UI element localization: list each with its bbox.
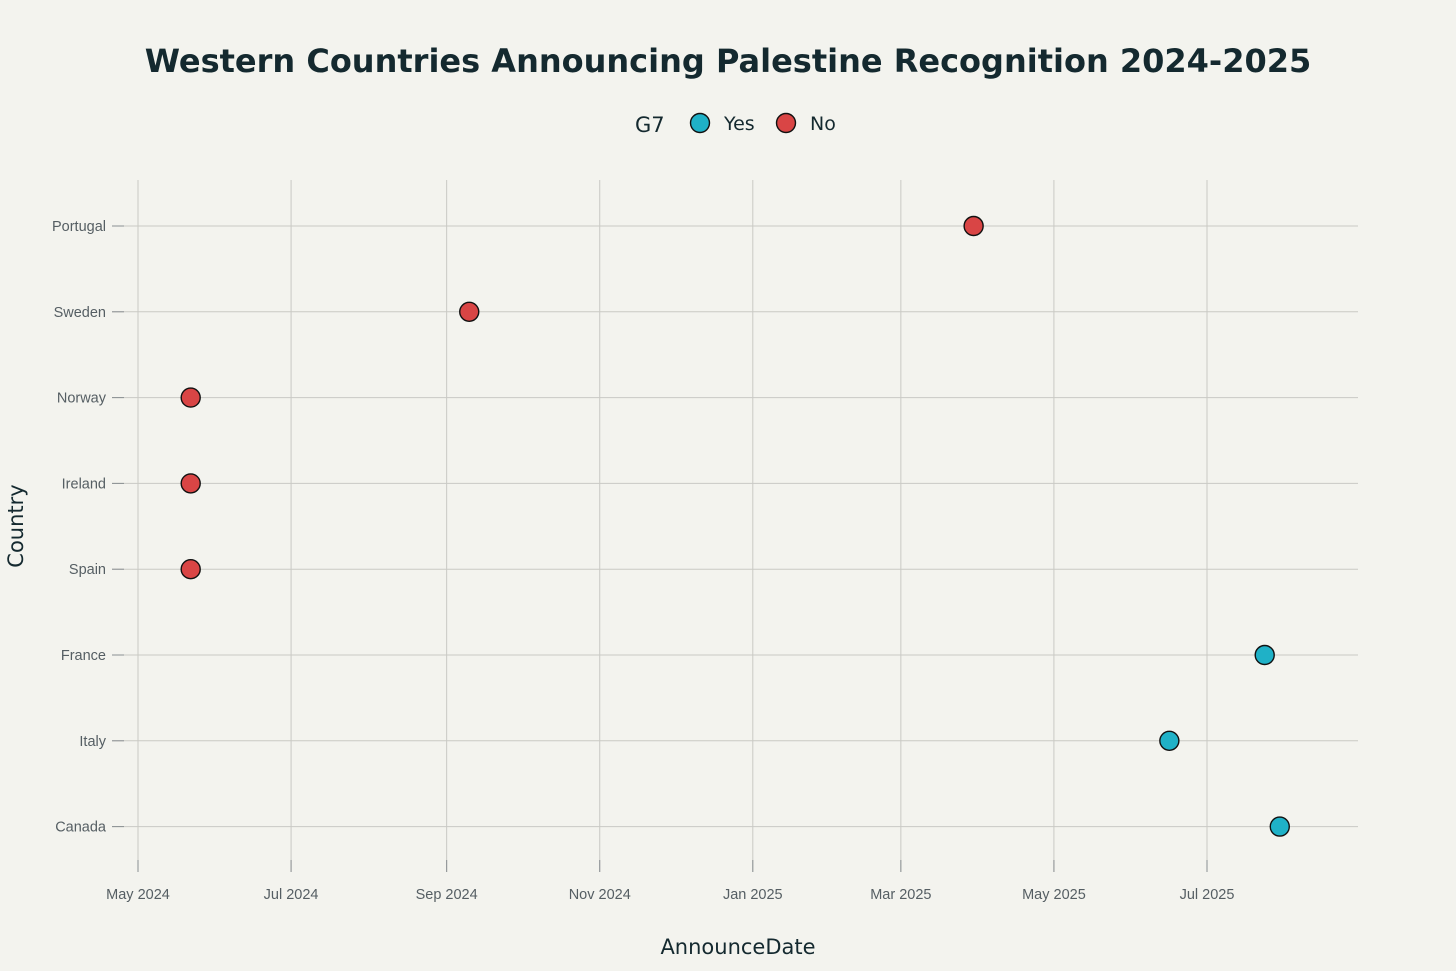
y-tick-label: Canada: [55, 820, 107, 836]
y-tick-label: Spain: [69, 562, 106, 578]
data-points: [180, 215, 1290, 837]
y-tick-label: Norway: [57, 391, 107, 407]
data-point-norway: [180, 387, 201, 408]
x-tick-label: Jul 2024: [264, 887, 319, 903]
chart-title: Western Countries Announcing Palestine R…: [145, 42, 1312, 80]
data-point-portugal: [963, 215, 984, 237]
data-point-spain: [180, 559, 201, 580]
x-axis: May 2024 Jul 2024 Sep 2024 Nov 2024 Jan 2025…: [106, 860, 1234, 903]
data-point-france: [1254, 644, 1275, 666]
x-tick-label: Sep 2024: [416, 887, 478, 903]
x-tick-label: May 2025: [1022, 887, 1086, 903]
data-point-sweden: [459, 301, 480, 322]
legend-label-no: No: [810, 113, 836, 135]
data-point-canada: [1269, 816, 1290, 837]
legend-marker-no: [775, 112, 797, 134]
x-tick-label: Jan 2025: [723, 887, 783, 903]
y-axis-title: Country: [4, 484, 28, 567]
y-tick-label: Sweden: [54, 305, 106, 321]
y-tick-label: France: [61, 648, 106, 664]
y-tick-label: Italy: [79, 734, 106, 750]
x-tick-label: Nov 2024: [569, 887, 631, 903]
grid: [112, 180, 1358, 872]
legend: G7 Yes No: [635, 112, 836, 137]
data-point-ireland: [180, 473, 201, 494]
legend-title: G7: [635, 113, 665, 137]
legend-label-yes: Yes: [723, 113, 755, 135]
x-tick-label: Jul 2025: [1180, 887, 1235, 903]
y-tick-label: Ireland: [62, 476, 106, 492]
y-axis: Portugal Sweden Norway Ireland Spain France It…: [52, 219, 124, 836]
x-tick-label: Mar 2025: [870, 887, 931, 903]
x-axis-title: AnnounceDate: [660, 935, 815, 959]
legend-marker-yes: [689, 112, 711, 134]
y-tick-label: Portugal: [52, 219, 106, 235]
x-tick-label: May 2024: [106, 887, 170, 903]
data-point-italy: [1159, 730, 1180, 751]
